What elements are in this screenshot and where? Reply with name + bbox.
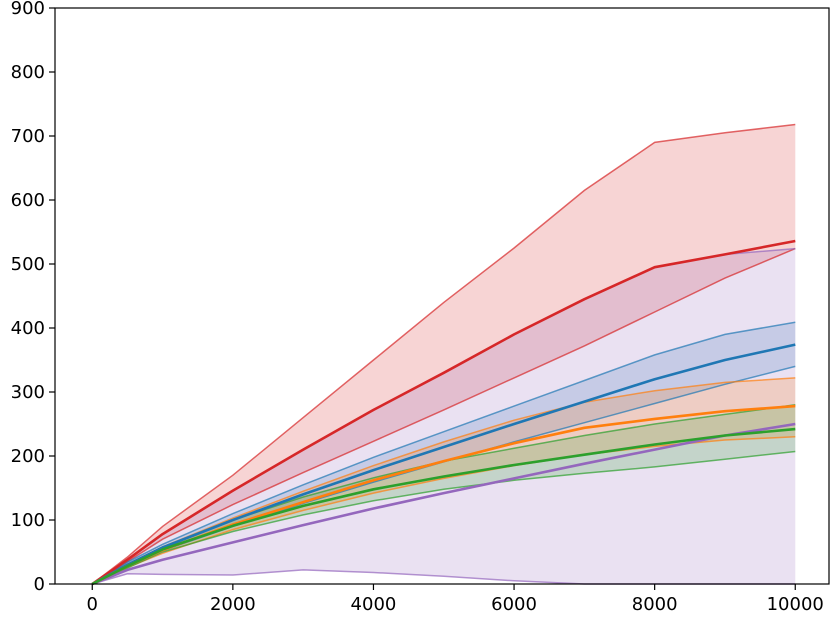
y-tick-label: 900 — [11, 0, 45, 19]
y-tick-label: 0 — [34, 574, 45, 595]
x-tick-label: 8000 — [632, 594, 678, 615]
y-tick-label: 600 — [11, 190, 45, 211]
band-lower-line-3 — [91, 436, 796, 585]
x-tick-label: 10000 — [767, 594, 824, 615]
x-tick-label: 0 — [87, 594, 98, 615]
plot-frame — [54, 7, 830, 585]
mean-line-0 — [91, 239, 796, 586]
band-1 — [92, 322, 796, 584]
y-axis: 0 100 200 300 400 500 600 700 800 900 — [11, 0, 55, 595]
band-lower-line-4 — [91, 450, 796, 585]
x-tick-label: 2000 — [210, 594, 256, 615]
x-tick-label: 4000 — [351, 594, 397, 615]
band-lower-line-0 — [91, 247, 796, 585]
confidence-bands — [92, 124, 796, 584]
y-tick-label: 400 — [11, 318, 45, 339]
mean-line-4 — [91, 427, 796, 586]
x-tick-label: 6000 — [491, 594, 537, 615]
x-axis: 0 2000 4000 6000 8000 10000 — [87, 584, 824, 615]
band-2 — [92, 248, 796, 584]
y-tick-label: 200 — [11, 446, 45, 467]
y-tick-label: 800 — [11, 62, 45, 83]
mean-line-1 — [91, 343, 796, 586]
y-tick-label: 100 — [11, 510, 45, 531]
mean-line-2 — [91, 422, 796, 586]
band-upper-line-1 — [91, 321, 796, 585]
y-tick-label: 500 — [11, 254, 45, 275]
mean-lines — [91, 239, 796, 586]
band-upper-line-0 — [91, 123, 796, 585]
y-tick-label: 700 — [11, 126, 45, 147]
y-tick-label: 300 — [11, 382, 45, 403]
